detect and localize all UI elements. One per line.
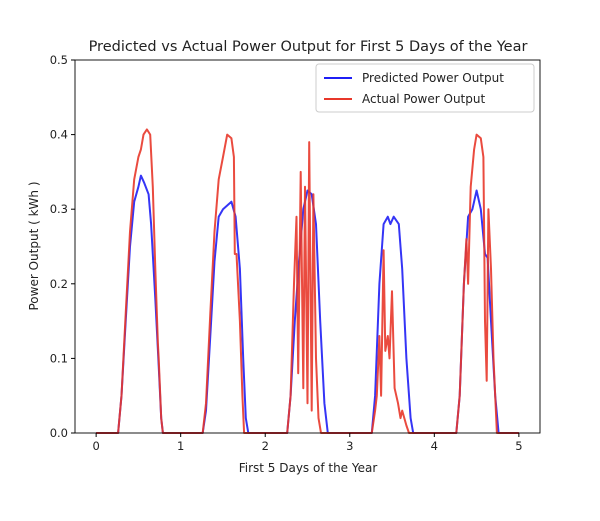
chart-title: Predicted vs Actual Power Output for Fir… bbox=[89, 39, 528, 55]
legend-box bbox=[315, 63, 535, 113]
x-tick-label: 1 bbox=[177, 439, 184, 453]
y-axis: 0.0 0.1 0.2 0.3 0.4 0.5 bbox=[50, 53, 75, 440]
x-axis-label: First 5 Days of the Year bbox=[239, 461, 378, 475]
y-tick-label: 0.5 bbox=[50, 53, 68, 67]
y-axis-label: Power Output ( kWh ) bbox=[27, 181, 41, 310]
y-tick-label: 0.1 bbox=[50, 351, 68, 365]
y-tick-label: 0.2 bbox=[50, 277, 68, 291]
x-axis: 0 1 2 3 4 5 bbox=[92, 433, 523, 453]
plot-frame bbox=[74, 59, 541, 434]
x-tick-label: 4 bbox=[431, 439, 438, 453]
x-tick-label: 0 bbox=[92, 439, 99, 453]
y-tick-label: 0.4 bbox=[50, 128, 68, 142]
x-tick-label: 2 bbox=[262, 439, 269, 453]
x-tick-label: 5 bbox=[515, 439, 522, 453]
y-tick-label: 0.0 bbox=[50, 426, 68, 440]
series-layer bbox=[96, 128, 519, 434]
legend-label-predicted: Predicted Power Output bbox=[362, 71, 504, 85]
legend-label-actual: Actual Power Output bbox=[362, 92, 485, 106]
series-line-actual bbox=[96, 128, 519, 434]
legend: Predicted Power Output Actual Power Outp… bbox=[315, 63, 535, 113]
y-tick-label: 0.3 bbox=[50, 202, 68, 216]
x-tick-label: 3 bbox=[346, 439, 353, 453]
